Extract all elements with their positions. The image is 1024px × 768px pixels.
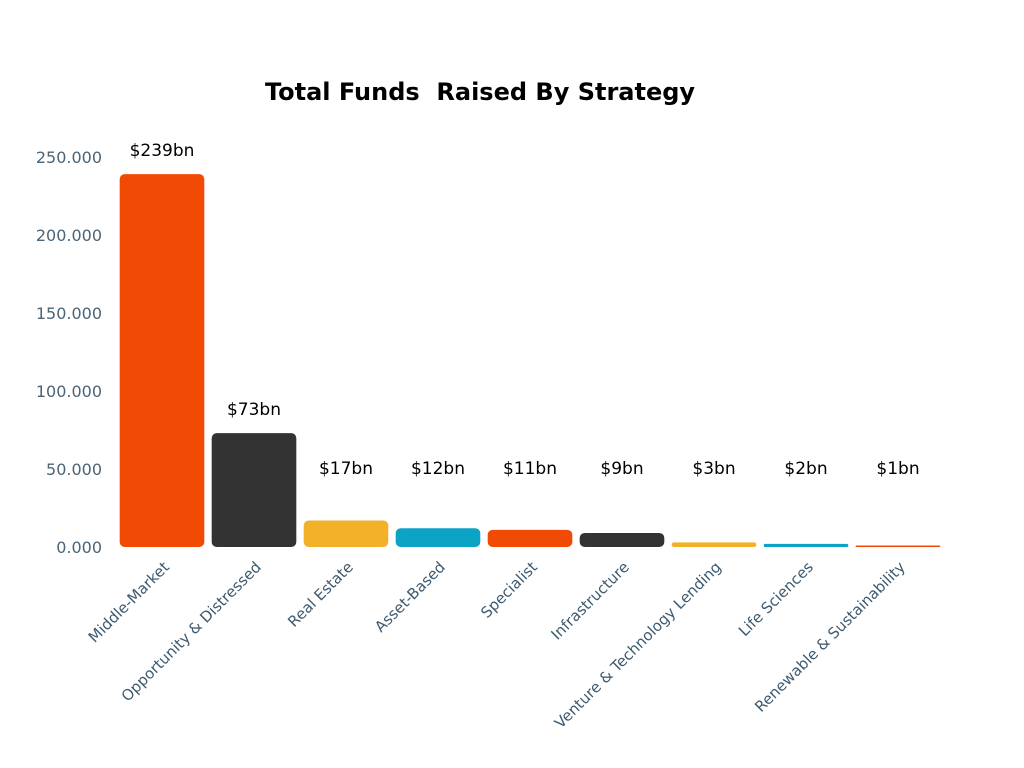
x-tick-label: Real Estate xyxy=(284,558,357,631)
data-label: $1bn xyxy=(876,459,919,479)
bar xyxy=(855,545,941,547)
chart-title: Total Funds Raised By Strategy xyxy=(264,78,696,106)
y-tick-label: 150.000 xyxy=(36,304,102,323)
x-tick-label: Asset-Based xyxy=(371,558,449,636)
data-label: $12bn xyxy=(411,459,465,479)
x-tick-label: Middle-Market xyxy=(85,558,173,646)
bar xyxy=(671,542,757,547)
y-tick-label: 0.000 xyxy=(56,538,102,557)
bars xyxy=(119,174,941,547)
x-tick-label: Venture & Technology Lending xyxy=(551,558,725,732)
data-label: $239bn xyxy=(130,141,195,161)
y-tick-label: 200.000 xyxy=(36,226,102,245)
bar xyxy=(395,528,481,547)
bar xyxy=(303,520,389,547)
y-tick-label: 50.000 xyxy=(46,460,102,479)
y-tick-label: 100.000 xyxy=(36,382,102,401)
data-label: $2bn xyxy=(784,459,827,479)
y-axis: 0.000 50.000 100.000 150.000 200.000 250.000 xyxy=(36,148,102,557)
bar xyxy=(487,529,573,547)
x-tick-label: Renewable & Sustainability xyxy=(751,558,909,716)
data-label: $73bn xyxy=(227,400,281,420)
bar xyxy=(763,543,849,547)
data-label: $3bn xyxy=(692,459,735,479)
bar xyxy=(579,532,665,547)
data-labels: $239bn $73bn $17bn $12bn $11bn $9bn $3bn $2bn $1… xyxy=(130,141,920,479)
data-label: $9bn xyxy=(600,459,643,479)
x-tick-label: Infrastructure xyxy=(548,558,633,643)
data-label: $17bn xyxy=(319,459,373,479)
bar xyxy=(119,174,205,547)
x-tick-label: Specialist xyxy=(477,558,541,622)
data-label: $11bn xyxy=(503,459,557,479)
x-tick-label: Life Sciences xyxy=(735,558,817,640)
y-tick-label: 250.000 xyxy=(36,148,102,167)
bar xyxy=(211,433,297,547)
